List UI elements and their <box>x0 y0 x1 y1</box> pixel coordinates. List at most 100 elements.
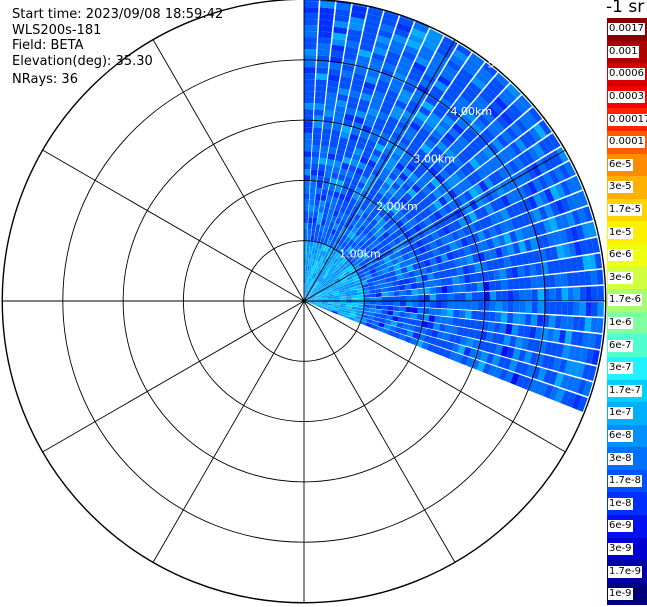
sector-cell <box>411 289 418 295</box>
sector-cell <box>304 301 310 303</box>
sector-cell <box>400 88 413 100</box>
sector-cell <box>313 290 319 295</box>
sector-cell <box>582 255 591 270</box>
sector-cell <box>442 225 451 236</box>
sector-cell <box>404 211 414 221</box>
sector-cell <box>307 291 312 297</box>
sector-cell <box>363 119 375 128</box>
sector-cell <box>573 302 580 316</box>
sector-cell <box>504 219 515 232</box>
sector-cell <box>337 261 344 268</box>
sector-cell <box>486 238 495 250</box>
sector-cell <box>332 166 341 174</box>
sector-cell <box>375 297 382 301</box>
sector-cell <box>473 208 484 220</box>
sector-cell <box>400 136 412 147</box>
sector-cell <box>409 121 422 132</box>
sector-cell <box>423 308 430 315</box>
colorbar-tick-label: 1.7e-7 <box>608 384 643 397</box>
sector-cell <box>421 100 435 112</box>
colorbar-segment: 3e-7 <box>607 356 647 380</box>
sector-cell <box>460 91 475 104</box>
sector-cell <box>332 309 339 313</box>
sector-cell <box>469 319 477 329</box>
sector-cell <box>316 249 321 256</box>
sector-cell <box>509 141 523 156</box>
sector-cell <box>468 211 478 223</box>
colorbar-segment: 1.7e-6 <box>607 289 647 312</box>
sector-cell <box>319 200 326 208</box>
sector-cell <box>357 136 368 145</box>
sector-cell <box>425 266 433 274</box>
sector-cell <box>363 184 372 193</box>
sector-cell <box>587 221 597 238</box>
sector-cell <box>368 242 376 250</box>
sector-cell <box>577 208 588 224</box>
sector-cell <box>315 299 322 301</box>
sector-cell <box>309 299 316 301</box>
sector-cell <box>402 323 410 330</box>
sector-cell <box>398 261 407 269</box>
sector-cell <box>518 349 527 362</box>
sector-cell <box>577 379 587 395</box>
sector-cell <box>370 128 382 138</box>
sector-cell <box>358 216 366 225</box>
sector-cell <box>363 304 370 309</box>
sector-cell <box>315 297 322 299</box>
sector-cell <box>388 136 400 147</box>
sector-cell <box>369 297 376 301</box>
sector-cell <box>407 250 416 259</box>
sector-cell <box>452 140 465 152</box>
sector-cell <box>544 204 554 218</box>
sector-cell <box>434 238 444 248</box>
sector-cell <box>440 153 452 165</box>
sector-cell <box>484 190 495 203</box>
sector-cell <box>477 282 484 292</box>
sector-cell <box>322 281 328 287</box>
sector-cell <box>306 241 311 248</box>
sector-cell <box>312 145 321 152</box>
sector-cell <box>509 255 518 267</box>
sector-cell <box>400 215 409 225</box>
sector-cell <box>331 249 338 257</box>
sector-cell <box>419 78 433 90</box>
sector-cell <box>489 291 496 301</box>
sector-cell <box>344 150 354 159</box>
sector-cell <box>484 203 495 215</box>
sector-cell <box>443 203 453 214</box>
sector-cell <box>342 268 349 274</box>
colorbar-tick-label: 6e-5 <box>608 158 633 171</box>
sector-cell <box>317 43 331 51</box>
sector-cell <box>527 378 537 392</box>
sector-cell <box>320 237 325 245</box>
sector-cell <box>321 231 327 239</box>
sector-cell <box>552 231 562 245</box>
sector-cell <box>347 223 355 232</box>
sector-cell <box>366 278 374 284</box>
azimuth-spoke <box>42 149 305 302</box>
sector-cell <box>450 173 462 185</box>
sector-cell <box>316 236 322 244</box>
sector-cell <box>327 189 334 197</box>
sector-cell <box>548 169 560 185</box>
sector-cell <box>386 286 394 292</box>
sector-cell <box>457 247 466 258</box>
sector-cell <box>499 369 509 381</box>
sector-cell <box>395 268 403 276</box>
sector-cell <box>426 343 435 352</box>
sector-cell <box>304 97 314 104</box>
sector-cell <box>304 115 314 122</box>
sector-cell <box>357 104 369 114</box>
sector-cell <box>405 177 415 188</box>
sector-cell <box>520 363 530 376</box>
sector-cell <box>523 239 533 252</box>
sector-cell <box>477 291 484 301</box>
sector-cell <box>460 355 469 366</box>
sector-cell <box>535 327 543 340</box>
sector-cell <box>548 274 556 288</box>
sector-cell <box>429 294 436 301</box>
sector-cell <box>338 310 345 315</box>
sector-cell <box>351 303 358 307</box>
sector-cell <box>313 121 323 128</box>
sector-cell <box>304 103 314 110</box>
